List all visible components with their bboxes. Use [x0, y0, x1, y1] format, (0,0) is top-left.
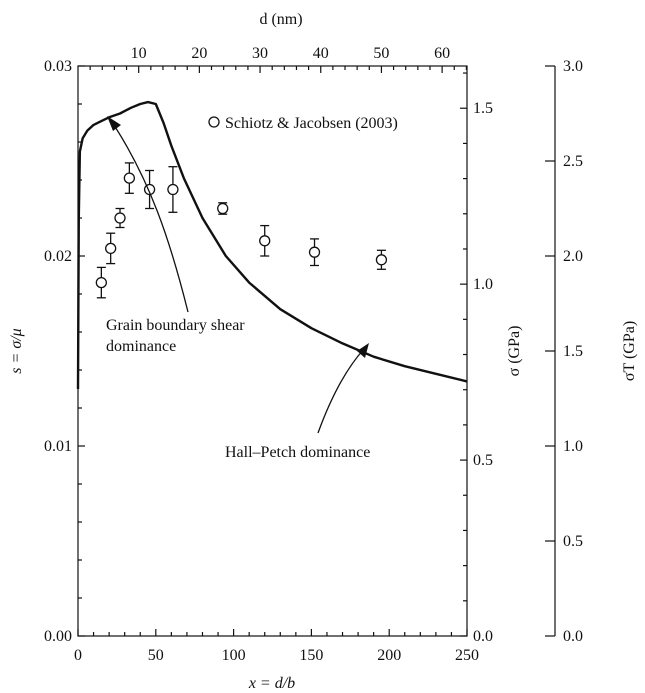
data-point	[95, 276, 107, 289]
data-point	[114, 212, 126, 224]
top-tick-label: 40	[313, 45, 329, 62]
x-tick-label: 100	[222, 647, 246, 664]
data-point	[308, 246, 321, 258]
y-tick-label: 0.02	[44, 248, 72, 265]
top-tick-label: 10	[131, 45, 147, 62]
right1-tick-label: 1.5	[473, 100, 493, 117]
right2-tick-label: 3.0	[563, 58, 583, 75]
data-points	[95, 162, 388, 299]
x-axis-label: x = d/b	[248, 675, 295, 692]
model-curve	[76, 100, 468, 390]
top-axis-label: d (nm)	[259, 11, 302, 28]
legend-marker	[208, 116, 220, 128]
top-tick-label: 20	[191, 45, 207, 62]
x-tick-label: 50	[148, 647, 164, 664]
data-point	[375, 254, 388, 266]
right-axis-2-label: σT (GPa)	[621, 321, 638, 381]
data-point	[217, 202, 229, 215]
x-tick-label: 250	[455, 647, 479, 664]
top-tick-label: 60	[434, 45, 450, 62]
annotation-grain-boundary-line1: Grain boundary shear	[106, 317, 245, 334]
top-tick-label: 50	[373, 45, 389, 62]
axis-ticks	[77, 65, 555, 637]
right2-tick-label: 1.5	[563, 343, 583, 360]
right1-tick-label: 0.0	[473, 628, 493, 645]
right2-tick-label: 0.0	[563, 628, 583, 645]
y-tick-label: 0.01	[44, 438, 72, 455]
data-point	[123, 172, 135, 184]
right2-tick-label: 2.5	[563, 153, 583, 170]
x-tick-label: 0	[74, 647, 82, 664]
axis-tick-labels: 0 50 100 150 200 250 0.00 0.01 0.02 0.03 10 20 30 40 5…	[44, 45, 583, 664]
data-point	[167, 183, 179, 196]
right2-tick-label: 0.5	[563, 533, 583, 550]
right1-tick-label: 0.5	[473, 452, 493, 469]
y-tick-label: 0.03	[44, 58, 72, 75]
legend-label: Schiotz & Jacobsen (2003)	[225, 115, 398, 132]
arrow-grain-boundary-head	[107, 116, 121, 131]
y-axis-label: s = σ/μ	[8, 328, 25, 373]
arrow-hall-petch	[317, 348, 365, 434]
data-point	[259, 235, 271, 247]
x-tick-label: 200	[377, 647, 401, 664]
data-point	[105, 242, 117, 255]
x-tick-label: 150	[299, 647, 323, 664]
right2-tick-label: 2.0	[563, 248, 583, 265]
arrow-grain-boundary	[111, 121, 189, 313]
top-tick-label: 30	[252, 45, 268, 62]
annotation-hall-petch: Hall–Petch dominance	[225, 444, 370, 461]
right1-tick-label: 1.0	[473, 276, 493, 293]
right-axis-1-label: σ (GPa)	[506, 326, 523, 377]
right2-tick-label: 1.0	[563, 438, 583, 455]
annotation-grain-boundary-line2: dominance	[106, 338, 176, 355]
arrow-hall-petch-head	[357, 343, 369, 358]
y-tick-label: 0.00	[44, 628, 72, 645]
